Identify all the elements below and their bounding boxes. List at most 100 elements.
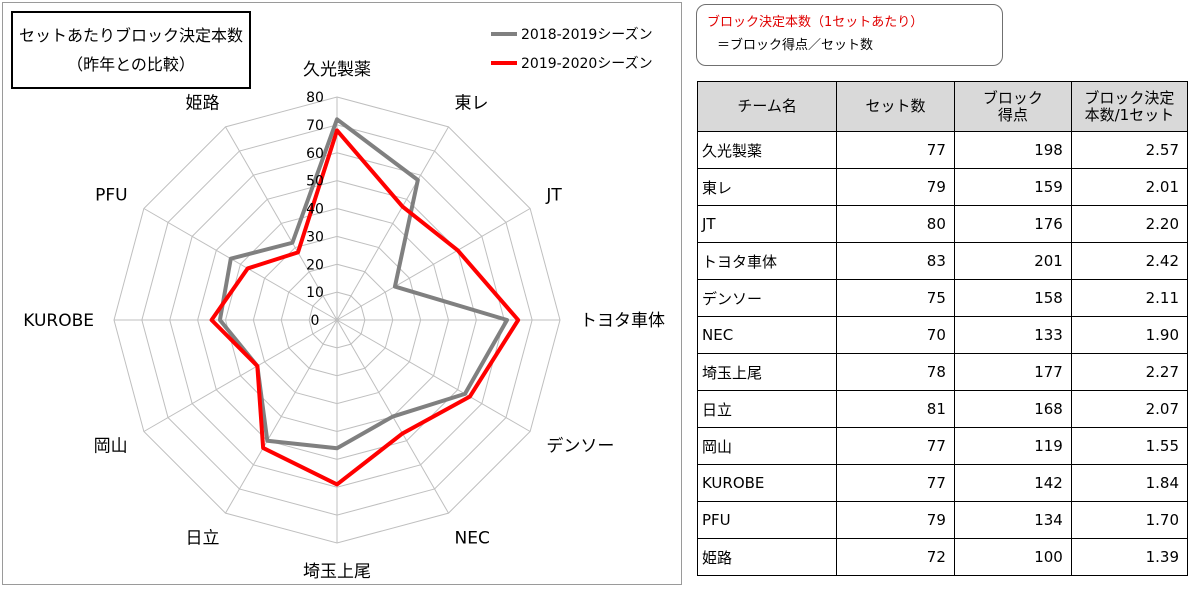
cell-team: デンソー: [696, 279, 838, 317]
cell-per-set: 2.42: [1070, 242, 1188, 280]
table-row: KUROBE 77 142 1.84: [696, 464, 1188, 502]
category-label: デンソー: [546, 436, 614, 457]
cell-block-points: 142: [953, 464, 1072, 502]
series-line: [217, 117, 510, 451]
cell-per-set: 1.90: [1070, 316, 1188, 354]
header-per-set: ブロック決定 本数/1セット: [1070, 81, 1188, 132]
cell-team: PFU: [696, 501, 838, 539]
table-row: 東レ 79 159 2.01: [696, 168, 1188, 206]
radial-tick-label: 80: [306, 90, 324, 106]
cell-sets: 78: [836, 353, 955, 391]
cell-per-set: 1.39: [1070, 538, 1188, 576]
category-label: KUROBE: [23, 311, 94, 331]
cell-block-points: 134: [953, 501, 1072, 539]
cell-sets: 79: [836, 501, 955, 539]
category-label: 岡山: [94, 437, 128, 457]
cell-block-points: 158: [953, 279, 1072, 317]
cell-team: JT: [696, 205, 838, 243]
cell-team: 姫路: [696, 538, 838, 576]
category-label: JT: [545, 186, 562, 206]
cell-team: 岡山: [696, 427, 838, 465]
cell-per-set: 1.70: [1070, 501, 1188, 539]
cell-block-points: 177: [953, 353, 1072, 391]
header-sets: セット数: [836, 81, 955, 132]
formula-note: ブロック決定本数（1セットあたり） ＝ブロック得点／セット数: [696, 4, 1003, 66]
cell-block-points: 119: [953, 427, 1072, 465]
cell-per-set: 2.57: [1070, 131, 1188, 169]
cell-per-set: 1.55: [1070, 427, 1188, 465]
radial-tick-label: 10: [306, 285, 324, 301]
cell-sets: 70: [836, 316, 955, 354]
stats-table: チーム名 セット数 ブロック 得点 ブロック決定 本数/1セット 久光製薬 77 1…: [696, 81, 1188, 576]
cell-team: KUROBE: [696, 464, 838, 502]
grid-spoke: [225, 126, 338, 321]
header-team: チーム名: [696, 81, 838, 132]
table-row: NEC 70 133 1.90: [696, 316, 1188, 354]
grid-spoke: [143, 208, 338, 321]
cell-sets: 75: [836, 279, 955, 317]
cell-sets: 77: [836, 131, 955, 169]
category-label: 東レ: [455, 94, 489, 114]
cell-team: 日立: [696, 390, 838, 428]
legend-label-2018: 2018-2019シーズン: [521, 27, 653, 43]
table-body: 久光製薬 77 198 2.57 東レ 79 159 2.01 JT 80 176 2.20 トヨタ車体…: [696, 131, 1188, 576]
table-header-row: チーム名 セット数 ブロック 得点 ブロック決定 本数/1セット: [696, 81, 1188, 132]
cell-block-points: 198: [953, 131, 1072, 169]
header-block-points-line1: ブロック: [982, 88, 1043, 107]
cell-per-set: 2.27: [1070, 353, 1188, 391]
radial-tick-label: 40: [306, 202, 324, 218]
cell-block-points: 133: [953, 316, 1072, 354]
table-row: 岡山 77 119 1.55: [696, 427, 1188, 465]
category-label: PFU: [95, 186, 127, 206]
cell-team: NEC: [696, 316, 838, 354]
radial-tick-label: 30: [306, 229, 324, 245]
table-row: トヨタ車体 83 201 2.42: [696, 242, 1188, 280]
header-block-points-line2: 得点: [997, 105, 1028, 124]
cell-per-set: 1.84: [1070, 464, 1188, 502]
cell-block-points: 201: [953, 242, 1072, 280]
cell-per-set: 2.01: [1070, 168, 1188, 206]
cell-team: 東レ: [696, 168, 838, 206]
category-label: 姫路: [186, 94, 220, 114]
cell-block-points: 159: [953, 168, 1072, 206]
grid-spoke: [225, 319, 338, 514]
header-sets-line1: セット数: [865, 97, 926, 115]
grid-spoke: [336, 319, 531, 432]
chart-panel: 0 10 20 30 40 50 60 70 80 久光製薬 東レ JT トヨタ車体 デンソー NEC 埼玉上…: [2, 2, 682, 585]
cell-per-set: 2.11: [1070, 279, 1188, 317]
chart-title-line1: セットあたりブロック決定本数: [18, 26, 243, 45]
radial-tick-label: 0: [311, 313, 320, 329]
grid-spoke: [336, 126, 449, 321]
cell-sets: 80: [836, 205, 955, 243]
cell-sets: 77: [836, 427, 955, 465]
table-row: デンソー 75 158 2.11: [696, 279, 1188, 317]
header-per-set-line2: 本数/1セット: [1084, 105, 1175, 124]
cell-per-set: 2.07: [1070, 390, 1188, 428]
chart-title-line2: （昨年との比較）: [67, 55, 195, 74]
cell-sets: 83: [836, 242, 955, 280]
header-per-set-line1: ブロック決定: [1084, 88, 1175, 107]
cell-block-points: 176: [953, 205, 1072, 243]
cell-sets: 81: [836, 390, 955, 428]
radial-tick-label: 50: [306, 174, 324, 190]
cell-team: トヨタ車体: [696, 242, 838, 280]
table-row: 埼玉上尾 78 177 2.27: [696, 353, 1188, 391]
table-row: PFU 79 134 1.70: [696, 501, 1188, 539]
table-row: 姫路 72 100 1.39: [696, 538, 1188, 576]
table-row: 久光製薬 77 198 2.57: [696, 131, 1188, 169]
legend-item-2019: 2019-2020シーズン: [491, 53, 653, 73]
series-line: [209, 128, 521, 487]
category-label: NEC: [455, 528, 490, 548]
note-line2: ＝ブロック得点／セット数: [717, 38, 874, 53]
chart-title-box: セットあたりブロック決定本数 （昨年との比較）: [11, 11, 251, 89]
legend-swatch-2019: [491, 61, 517, 65]
header-team-line1: チーム名: [737, 97, 797, 115]
category-label: 久光製薬: [303, 60, 371, 80]
legend-label-2019: 2019-2020シーズン: [521, 56, 653, 72]
cell-block-points: 100: [953, 538, 1072, 576]
cell-sets: 77: [836, 464, 955, 502]
category-label: トヨタ車体: [580, 311, 665, 331]
cell-team: 埼玉上尾: [696, 353, 838, 391]
table-row: 日立 81 168 2.07: [696, 390, 1188, 428]
